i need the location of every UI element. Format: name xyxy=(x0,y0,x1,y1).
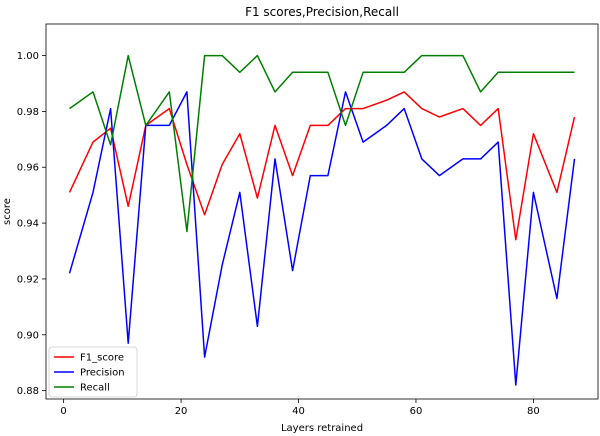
legend: F1_score Precision Recall xyxy=(48,346,138,398)
x-tick-label: 40 xyxy=(292,406,305,417)
x-axis-label: Layers retrained xyxy=(281,423,363,434)
y-tick-label: 0.88 xyxy=(17,386,39,397)
legend-box xyxy=(48,346,138,398)
y-tick-label: 1.00 xyxy=(17,51,39,62)
y-tick-label: 0.98 xyxy=(17,107,39,118)
x-tick-label: 80 xyxy=(527,406,540,417)
legend-label: F1_score xyxy=(80,353,124,364)
y-tick-label: 0.96 xyxy=(17,163,39,174)
series-line-recall xyxy=(69,54,575,233)
series-line-f1-score xyxy=(68,91,576,241)
y-tick-label: 0.94 xyxy=(17,219,39,230)
series-line-precision xyxy=(68,91,576,386)
x-tick-label: 0 xyxy=(60,406,66,417)
legend-label: Precision xyxy=(80,368,125,379)
y-axis-label: score xyxy=(2,198,13,225)
plot-frame xyxy=(45,23,599,400)
y-tick-label: 0.92 xyxy=(17,274,39,285)
legend-label: Recall xyxy=(80,383,110,394)
y-tick-label: 0.90 xyxy=(17,330,39,341)
x-tick-label: 60 xyxy=(410,406,423,417)
plot-area: 0 20 40 60 80 0.88 0.90 0.92 0.94 0.96 0.98 1.00 xyxy=(17,23,599,417)
chart-title: F1 scores,Precision,Recall xyxy=(245,5,399,19)
x-tick-label: 20 xyxy=(175,406,188,417)
